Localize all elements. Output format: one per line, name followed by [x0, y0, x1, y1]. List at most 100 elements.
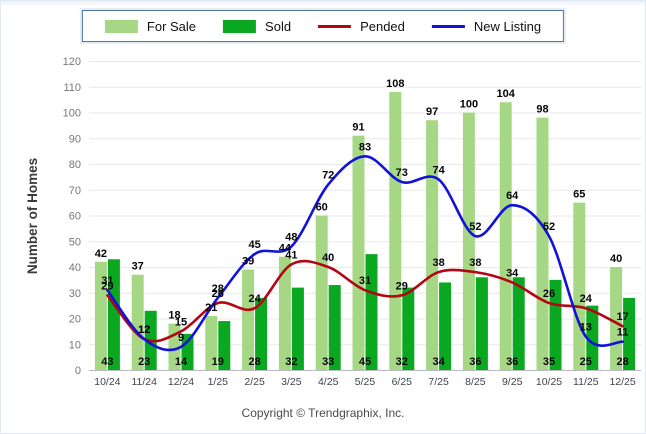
pended-line [106, 259, 624, 343]
chart-legend: For Sale Sold Pended New Listing [81, 10, 565, 42]
for-sale-bar [389, 91, 402, 371]
sold-bar [402, 287, 415, 370]
x-axis-tick-label: 8/25 [465, 376, 486, 388]
y-axis-tick-label: 60 [69, 211, 81, 223]
for-sale-value-label: 40 [610, 253, 622, 265]
pended-value-label: 38 [432, 257, 444, 269]
for-sale-value-label: 108 [386, 78, 404, 90]
pended-value-label: 40 [322, 252, 334, 264]
sold-value-label: 14 [175, 356, 188, 368]
sold-value-label: 43 [101, 356, 113, 368]
y-axis-tick-label: 10 [69, 339, 81, 351]
sold-value-label: 25 [580, 356, 592, 368]
for-sale-value-label: 91 [352, 122, 364, 134]
sold-value-label: 28 [248, 356, 260, 368]
new-listing-value-label: 45 [248, 239, 260, 251]
sold-value-label: 33 [322, 356, 334, 368]
y-axis-tick-label: 80 [69, 159, 81, 171]
sold-bars [107, 254, 636, 370]
new-listing-value-label: 73 [396, 167, 408, 179]
sold-value-label: 36 [506, 356, 518, 368]
sold-value-label: 35 [543, 356, 555, 368]
sold-bar [291, 287, 304, 370]
y-axis-tick-label: 0 [75, 365, 81, 377]
sold-bar [475, 277, 488, 370]
legend-label: For Sale [146, 18, 197, 34]
for-sale-bar [536, 117, 549, 371]
y-axis-tick-label: 120 [63, 56, 81, 68]
for-sale-value-label: 39 [242, 256, 254, 268]
pended-value-label: 26 [543, 288, 555, 300]
x-axis-tick-label: 6/25 [392, 376, 413, 388]
new-listing-value-label: 13 [580, 322, 592, 334]
pended-line-swatch-icon [318, 24, 352, 28]
for-sale-bar [499, 102, 512, 370]
sold-value-label: 19 [212, 356, 224, 368]
for-sale-value-label: 18 [168, 310, 180, 322]
new-listing-value-label: 48 [285, 231, 297, 243]
y-axis-title: Number of Homes [25, 158, 40, 274]
sold-bar [549, 279, 562, 370]
x-axis-tick-label: 12/24 [168, 376, 194, 388]
new-listing-value-label: 52 [543, 221, 555, 233]
for-sale-bar [426, 120, 439, 370]
sold-value-label: 28 [616, 356, 628, 368]
sold-value-label: 23 [138, 356, 150, 368]
for-sale-bar [462, 112, 475, 370]
sold-value-label: 45 [359, 356, 371, 368]
legend-label: Sold [265, 18, 292, 34]
sold-bar [107, 259, 120, 370]
pended-value-label: 31 [359, 275, 371, 287]
for-sale-value-label: 60 [316, 202, 328, 214]
sold-bar [328, 285, 341, 370]
legend-item-sold: Sold [223, 19, 291, 34]
copyright-text: Copyright © Trendgraphix, Inc. [241, 406, 405, 420]
for-sale-value-label: 21 [205, 302, 217, 314]
sold-bar [365, 254, 378, 370]
new-listing-value-label: 64 [506, 190, 519, 202]
y-axis-tick-label: 110 [63, 82, 81, 94]
x-axis-tick-label: 11/24 [131, 376, 157, 388]
new-listing-line [106, 154, 624, 352]
for-sale-bar [573, 202, 586, 370]
x-axis-tick-labels: 10/24 11/24 12/24 1/25 2/25 3/25 4/25 5/25 6/25 7… [94, 376, 636, 388]
for-sale-value-label: 100 [460, 99, 478, 111]
x-axis-tick-label: 9/25 [502, 376, 523, 388]
for-sale-value-label: 97 [426, 106, 438, 118]
legend-label: New Listing [473, 18, 542, 34]
sold-bar [512, 277, 525, 370]
y-axis-tick-label: 40 [69, 262, 81, 274]
pended-value-label: 29 [101, 280, 113, 292]
for-sale-value-label: 65 [573, 189, 585, 201]
sold-value-label: 32 [285, 356, 297, 368]
legend-item-pended: Pended [318, 19, 405, 34]
pended-value-label: 12 [138, 324, 150, 336]
for-sale-bar [205, 315, 218, 370]
sold-bar [586, 305, 599, 370]
pended-value-label: 15 [175, 316, 187, 328]
new-listing-value-label: 72 [322, 170, 334, 182]
sold-bar [255, 297, 268, 370]
new-listing-value-label: 74 [432, 164, 445, 176]
for-sale-value-label: 42 [95, 248, 107, 260]
sold-value-label: 36 [469, 356, 481, 368]
legend-label: Pended [360, 18, 405, 34]
new-listing-line-swatch-icon [431, 24, 465, 28]
x-axis-tick-label: 4/25 [318, 376, 339, 388]
pended-value-label: 24 [580, 293, 593, 305]
pended-value-label: 38 [469, 257, 481, 269]
y-axis-tick-label: 70 [69, 185, 81, 197]
new-listing-value-label: 52 [469, 221, 481, 233]
y-axis-tick-label: 30 [69, 288, 81, 300]
for-sale-value-label: 98 [536, 104, 548, 116]
legend-item-new-listing: New Listing [431, 18, 542, 34]
sold-bar [439, 282, 452, 370]
for-sale-bar [352, 135, 365, 370]
sold-swatch-icon [223, 19, 257, 33]
x-axis-tick-label: 12/25 [609, 376, 635, 388]
y-axis-tick-label: 20 [69, 314, 81, 326]
for-sale-bar [131, 274, 144, 370]
